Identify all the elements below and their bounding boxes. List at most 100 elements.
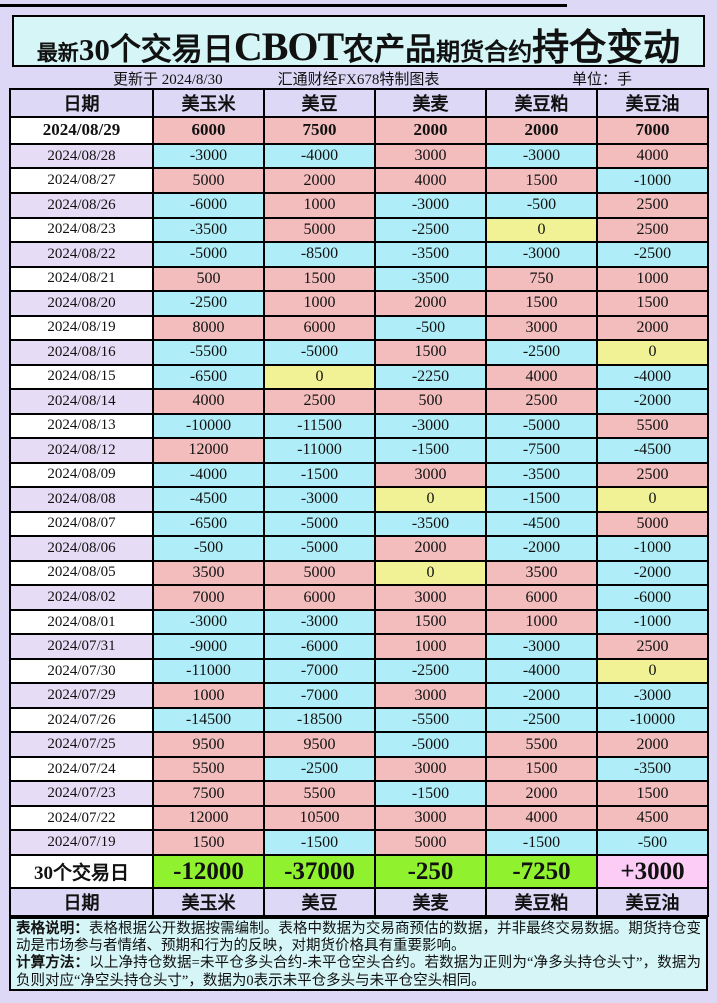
value-cell: -1500 <box>374 437 487 464</box>
table-row: 2024/07/26 -14500 -18500 -5500 -2500 -10000 <box>9 706 709 734</box>
value-cell: 500 <box>374 388 487 415</box>
page-title: 最新 30个交易日 CBOT 农产品 期货合约 持仓变动 <box>12 15 705 69</box>
value-cell: -5500 <box>152 339 265 366</box>
value-cell: -3000 <box>485 241 598 268</box>
date-cell: 2024/08/07 <box>9 510 154 538</box>
value-cell: 1500 <box>485 290 598 317</box>
value-cell: 3000 <box>485 314 598 342</box>
value-cell: 6000 <box>485 584 598 611</box>
value-cell: -3000 <box>152 608 265 636</box>
table-row: 2024/08/29 6000 7500 2000 2000 7000 <box>9 116 709 145</box>
title-segment: 期货合约 <box>436 40 533 66</box>
table-row: 2024/08/26 -6000 1000 -3000 -500 2500 <box>9 192 709 219</box>
value-cell: 6000 <box>263 314 376 342</box>
value-cell: 5000 <box>374 829 487 856</box>
value-cell: -3000 <box>263 608 376 636</box>
value-cell: 2000 <box>485 116 598 145</box>
title-segment: CBOT <box>233 24 344 69</box>
column-header: 美豆 <box>263 887 376 917</box>
positions-table: 日期 美玉米 美豆 美麦 美豆粕 美豆油 2024/08/29 6000 7500 2000 20… <box>9 88 709 917</box>
value-cell: -3000 <box>152 142 265 170</box>
value-cell: 4500 <box>596 804 709 832</box>
value-cell: 3000 <box>374 142 487 170</box>
value-cell: -5000 <box>152 241 265 268</box>
value-cell: -1500 <box>485 486 598 513</box>
value-cell: -3000 <box>374 412 487 440</box>
column-header: 美玉米 <box>152 887 265 917</box>
date-cell: 2024/08/08 <box>9 486 154 513</box>
date-cell: 2024/08/09 <box>9 461 154 489</box>
table-note: 表格说明：表格根据公开数据按需编制。表格中数据为交易商预估的数据，并非最终交易数… <box>16 921 701 955</box>
table-row: 2024/08/15 -6500 0 -2250 4000 -4000 <box>9 363 709 391</box>
value-cell: 1500 <box>485 755 598 783</box>
value-cell: 5000 <box>152 167 265 194</box>
value-cell: -4000 <box>596 363 709 391</box>
value-cell: 2000 <box>596 314 709 342</box>
value-cell: -4000 <box>152 461 265 489</box>
summary-value-cell: -12000 <box>152 854 265 889</box>
value-cell: -2000 <box>596 559 709 587</box>
positions-table-body: 2024/08/29 6000 7500 2000 2000 7000 2024/08/28… <box>9 116 709 856</box>
value-cell: -4000 <box>485 657 598 685</box>
value-cell: 5500 <box>263 780 376 807</box>
value-cell: 2000 <box>374 535 487 562</box>
table-row: 2024/08/16 -5500 -5000 1500 -2500 0 <box>9 339 709 366</box>
table-row: 2024/07/24 5500 -2500 3000 1500 -3500 <box>9 755 709 783</box>
value-cell: 3500 <box>485 559 598 587</box>
value-cell: 12000 <box>152 437 265 464</box>
date-cell: 2024/08/26 <box>9 192 154 219</box>
value-cell: -2000 <box>485 535 598 562</box>
value-cell: 2500 <box>596 192 709 219</box>
notes-panel: 表格说明：表格根据公开数据按需编制。表格中数据为交易商预估的数据，并非最终交易数… <box>9 917 708 991</box>
top-border-line <box>0 4 567 7</box>
value-cell: 3000 <box>374 804 487 832</box>
table-row: 2024/08/02 7000 6000 3000 6000 -6000 <box>9 584 709 611</box>
table-row: 2024/08/07 -6500 -5000 -3500 -4500 5000 <box>9 510 709 538</box>
table-row: 2024/08/20 -2500 1000 2000 1500 1500 <box>9 290 709 317</box>
date-cell: 2024/08/05 <box>9 559 154 587</box>
calc-method-label: 计算方法： <box>16 955 90 972</box>
value-cell: -1000 <box>596 608 709 636</box>
value-cell: 2000 <box>374 290 487 317</box>
value-cell: -7000 <box>263 682 376 709</box>
column-header-row-top: 日期 美玉米 美豆 美麦 美豆粕 美豆油 <box>9 88 709 118</box>
value-cell: 3000 <box>374 461 487 489</box>
value-cell: 0 <box>596 486 709 513</box>
value-cell: 7500 <box>152 780 265 807</box>
value-cell: -3500 <box>374 265 487 293</box>
value-cell: 1000 <box>263 290 376 317</box>
column-header: 日期 <box>9 88 154 118</box>
value-cell: -7500 <box>485 437 598 464</box>
summary-value-cell: -37000 <box>263 854 376 889</box>
value-cell: -11000 <box>263 437 376 464</box>
summary-value-cell: -250 <box>374 854 487 889</box>
date-cell: 2024/08/02 <box>9 584 154 611</box>
value-cell: 1500 <box>596 290 709 317</box>
column-header: 美豆粕 <box>485 88 598 118</box>
date-cell: 2024/08/23 <box>9 216 154 244</box>
value-cell: -5000 <box>374 731 487 758</box>
value-cell: -1000 <box>596 535 709 562</box>
value-cell: 2500 <box>596 633 709 660</box>
value-cell: 2500 <box>596 216 709 244</box>
value-cell: -11000 <box>152 657 265 685</box>
date-cell: 2024/08/19 <box>9 314 154 342</box>
table-row: 2024/08/14 4000 2500 500 2500 -2000 <box>9 388 709 415</box>
table-row: 2024/08/13 -10000 -11500 -3000 -5000 5500 <box>9 412 709 440</box>
value-cell: 1000 <box>485 608 598 636</box>
value-cell: 500 <box>152 265 265 293</box>
value-cell: 2000 <box>485 780 598 807</box>
table-note-label: 表格说明： <box>16 921 89 937</box>
value-cell: 0 <box>596 657 709 685</box>
title-segment: 30个交易日 <box>78 32 234 67</box>
value-cell: -500 <box>152 535 265 562</box>
value-cell: -2500 <box>485 706 598 734</box>
value-cell: -1000 <box>596 167 709 194</box>
value-cell: -3500 <box>374 241 487 268</box>
value-cell: -6500 <box>152 363 265 391</box>
value-cell: 0 <box>596 339 709 366</box>
table-row: 2024/08/06 -500 -5000 2000 -2000 -1000 <box>9 535 709 562</box>
value-cell: -2500 <box>152 290 265 317</box>
value-cell: -3500 <box>596 755 709 783</box>
date-cell: 2024/07/25 <box>9 731 154 758</box>
